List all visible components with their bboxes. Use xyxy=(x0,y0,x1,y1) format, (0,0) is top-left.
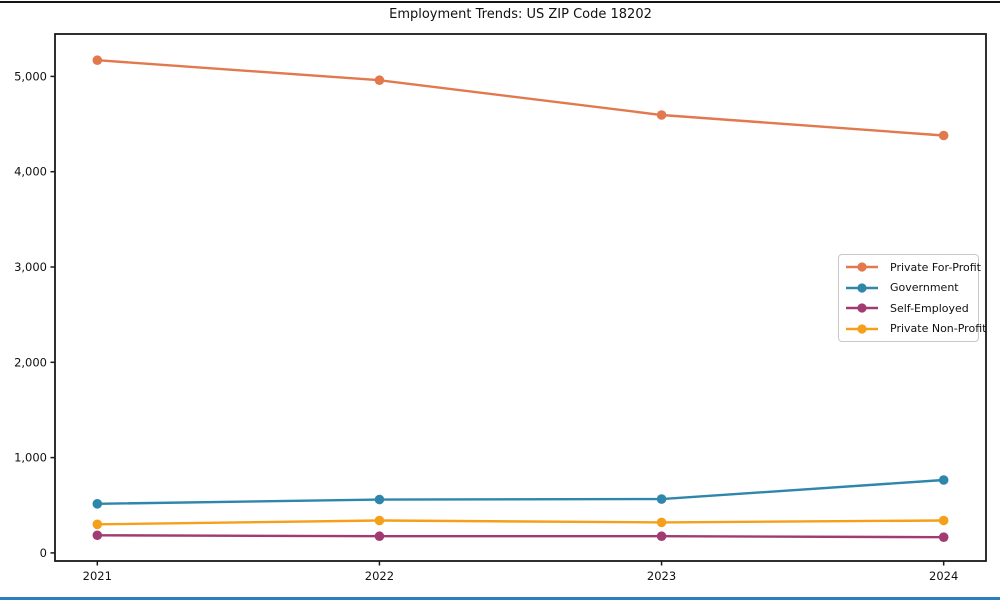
series-line-1 xyxy=(96,478,945,506)
series-line-2 xyxy=(96,534,945,539)
data-point xyxy=(374,75,385,86)
legend-item-private-non-profit: Private Non-Profit xyxy=(843,319,986,339)
legend-marker-line-dot-icon xyxy=(846,262,878,272)
legend: Private For-Profit Government Self-Emplo… xyxy=(838,254,986,342)
y-tick-label: 5,000 xyxy=(14,69,47,83)
data-point xyxy=(92,530,103,541)
data-point xyxy=(374,494,385,505)
data-point xyxy=(656,531,667,542)
legend-item-self-employed: Self-Employed xyxy=(843,298,974,318)
x-tick-label: 2021 xyxy=(83,569,112,583)
x-tick-label: 2023 xyxy=(647,569,676,583)
y-tick-label: 3,000 xyxy=(14,260,47,274)
legend-label: Private Non-Profit xyxy=(890,322,987,336)
data-point xyxy=(92,55,103,66)
series-line-0 xyxy=(96,59,945,137)
data-point xyxy=(374,515,385,526)
y-tick-label: 4,000 xyxy=(14,165,47,179)
y-tick-label: 2,000 xyxy=(14,355,47,369)
legend-item-private-for-profit: Private For-Profit xyxy=(843,257,981,277)
data-point xyxy=(938,475,949,485)
legend-label: Self-Employed xyxy=(890,301,969,315)
y-tick-label: 0 xyxy=(40,546,47,560)
data-point xyxy=(374,531,385,542)
data-point xyxy=(656,110,667,120)
legend-marker-line-dot-icon xyxy=(846,283,878,293)
x-tick-label: 2022 xyxy=(365,569,394,583)
data-point xyxy=(92,519,103,530)
y-tick-label: 1,000 xyxy=(14,451,47,465)
data-point xyxy=(938,515,949,526)
series-line-3 xyxy=(96,519,945,526)
screenshot-top-border xyxy=(0,1,1000,3)
legend-marker-line-dot-icon xyxy=(846,303,878,313)
x-tick-label: 2024 xyxy=(929,569,958,583)
data-point xyxy=(92,499,103,509)
axes-frame xyxy=(54,33,987,562)
legend-label: Government xyxy=(890,281,959,295)
data-point xyxy=(938,130,949,141)
legend-label: Private For-Profit xyxy=(890,260,981,274)
data-point xyxy=(656,494,667,504)
chart-title: Employment Trends: US ZIP Code 18202 xyxy=(389,7,652,22)
screenshot-bottom-border xyxy=(0,597,1000,600)
legend-item-government: Government xyxy=(843,278,974,298)
data-point xyxy=(656,517,667,528)
data-point xyxy=(938,532,949,542)
legend-marker-line-dot-icon xyxy=(846,323,878,334)
